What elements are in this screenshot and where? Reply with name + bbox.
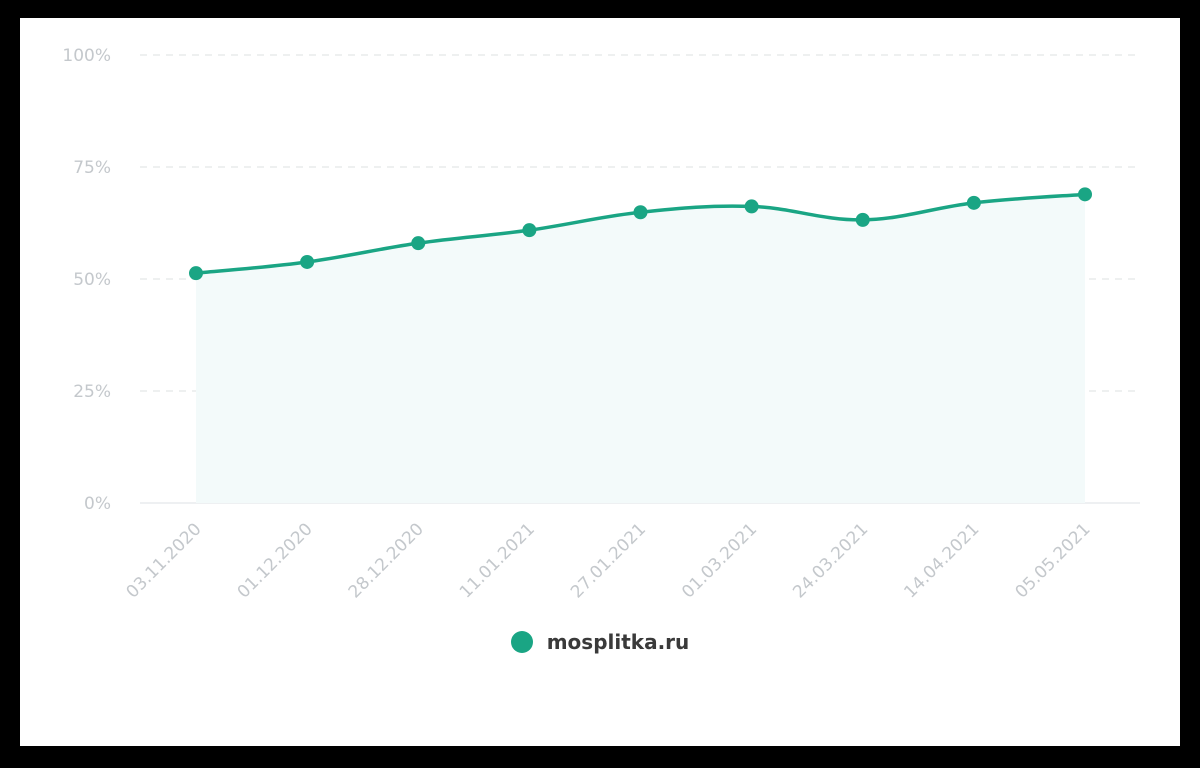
data-point[interactable] [966, 195, 981, 210]
x-tick-label: 28.12.2020 [345, 519, 428, 602]
series-points [189, 187, 1092, 281]
y-tick-label: 100% [62, 46, 111, 66]
legend-label-mosplitka[interactable]: mosplitka.ru [546, 630, 690, 654]
data-point[interactable] [300, 254, 315, 269]
y-axis-ticks: 100% 75% 50% 25% 0% [62, 46, 111, 514]
x-tick-label: 14.04.2021 [900, 519, 983, 602]
data-point[interactable] [633, 205, 648, 220]
x-tick-label: 03.11.2020 [123, 519, 206, 602]
data-point[interactable] [855, 212, 870, 227]
data-point[interactable] [744, 199, 759, 214]
x-tick-label: 01.12.2020 [234, 519, 317, 602]
y-tick-label: 25% [73, 382, 111, 402]
data-point[interactable] [522, 223, 537, 238]
x-tick-label: 27.01.2021 [567, 519, 650, 602]
series-area-mosplitka [196, 194, 1085, 503]
x-tick-label: 01.03.2021 [678, 519, 761, 602]
area-fill [196, 194, 1085, 503]
data-point[interactable] [189, 266, 203, 281]
y-tick-label: 50% [73, 270, 111, 290]
y-tick-label: 0% [84, 494, 111, 514]
x-tick-label: 05.05.2021 [1012, 519, 1095, 602]
data-point[interactable] [411, 236, 426, 251]
y-tick-label: 75% [73, 158, 111, 178]
legend: mosplitka.ru [0, 630, 1200, 654]
x-axis-ticks: 03.11.2020 01.12.2020 28.12.2020 11.01.2021… [123, 519, 1095, 602]
data-point[interactable] [1078, 187, 1092, 202]
x-tick-label: 24.03.2021 [789, 519, 872, 602]
legend-marker[interactable] [510, 631, 533, 653]
x-tick-label: 11.01.2021 [456, 519, 539, 602]
